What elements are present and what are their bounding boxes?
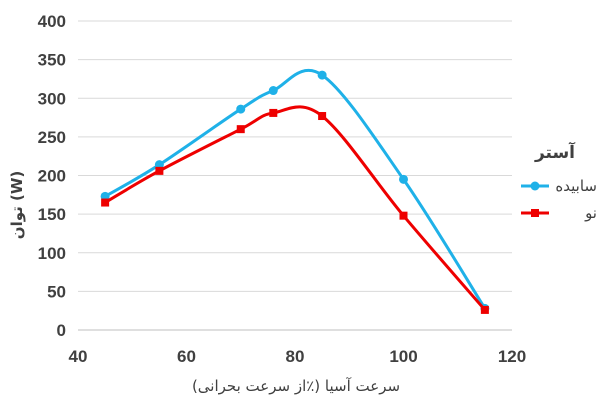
legend-marker <box>530 181 540 191</box>
series-line <box>104 105 487 311</box>
gridlines <box>78 20 512 292</box>
data-point <box>480 305 489 314</box>
legend-item: سابیده <box>521 177 597 195</box>
series-group <box>100 68 490 314</box>
y-tick-label: 150 <box>38 205 66 224</box>
data-point <box>317 70 327 80</box>
legend-title: آستر <box>534 141 576 163</box>
legend-items: سابیده نو <box>521 177 597 222</box>
data-point <box>318 112 327 121</box>
series-line <box>104 68 487 310</box>
x-axis-title: سرعت آسیا (٪از سرعت بحرانی) <box>192 377 400 395</box>
series-2 <box>101 105 489 314</box>
data-point <box>236 125 245 134</box>
y-tick-label: 250 <box>38 128 66 147</box>
data-point <box>269 108 278 117</box>
data-point <box>236 104 246 114</box>
data-point <box>155 166 164 175</box>
y-tick-label: 400 <box>38 12 66 31</box>
x-tick-label: 120 <box>498 347 526 366</box>
y-tick-label: 200 <box>38 167 66 186</box>
legend-marker <box>531 209 539 217</box>
x-tick-label: 60 <box>177 347 196 366</box>
data-point <box>268 86 278 96</box>
x-tick-label: 100 <box>389 347 417 366</box>
y-tick-label: 50 <box>47 282 66 301</box>
y-tick-label: 300 <box>38 89 66 108</box>
y-tick-labels: 0 50 100 150 200 250 300 350 400 <box>38 12 66 340</box>
y-tick-label: 100 <box>38 244 66 263</box>
y-tick-label: 350 <box>38 51 66 70</box>
y-tick-label: 0 <box>57 321 66 340</box>
legend-label: سابیده <box>555 177 597 195</box>
data-point <box>399 174 408 184</box>
legend-label: نو <box>584 204 597 222</box>
legend-item: نو <box>521 204 597 222</box>
x-tick-labels: 40 60 80 100 120 <box>69 347 527 366</box>
y-axis-title: توان (W) <box>8 171 26 239</box>
data-point <box>101 198 110 207</box>
x-tick-label: 40 <box>69 347 88 366</box>
x-tick-label: 80 <box>286 347 305 366</box>
data-point <box>399 211 408 220</box>
legend: آستر سابیده نو <box>521 141 597 222</box>
